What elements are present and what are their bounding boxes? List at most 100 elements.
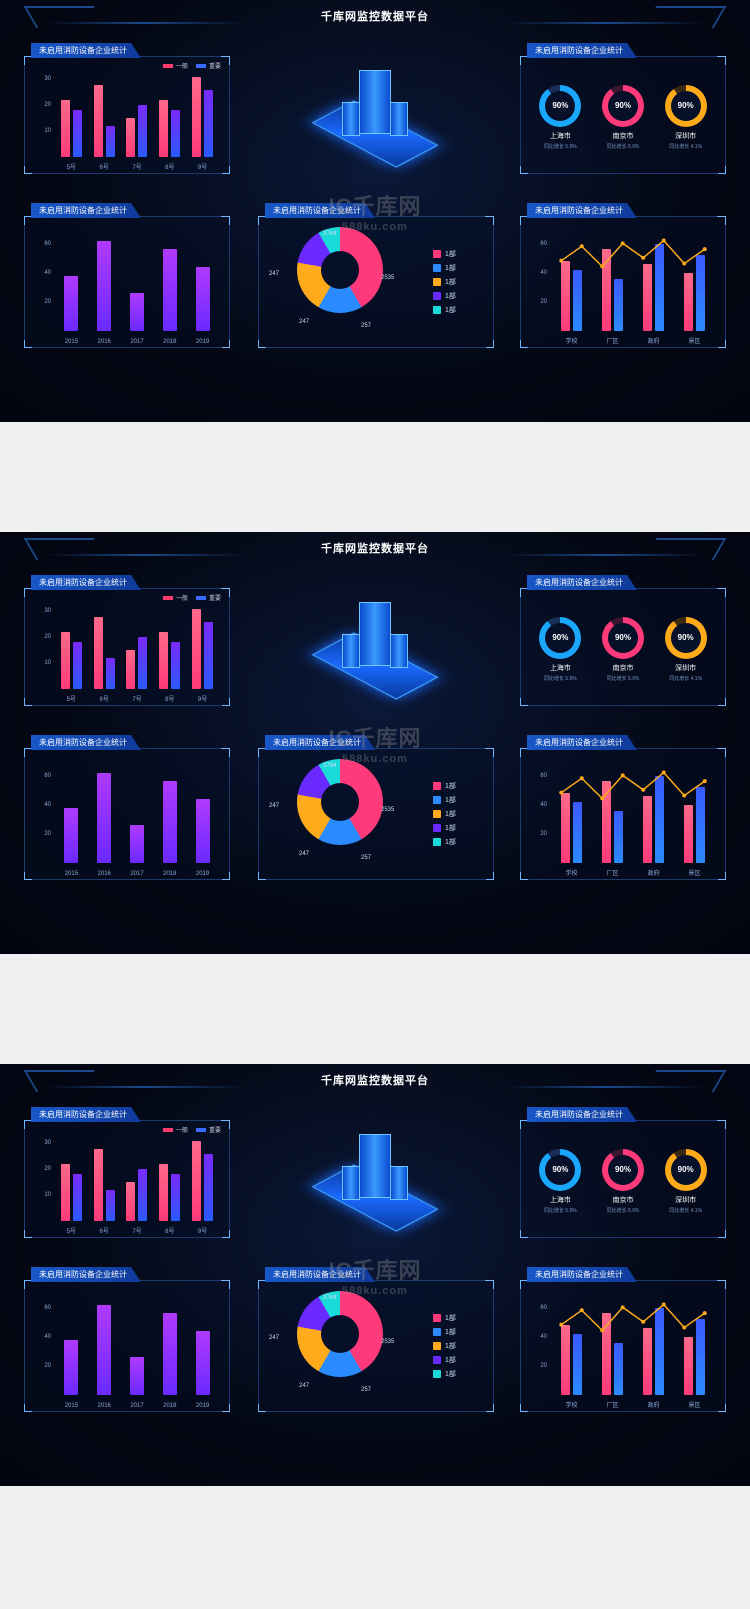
- donut-callout: 3784: [323, 231, 336, 237]
- bar: [204, 1154, 213, 1221]
- page-title: 千库网监控数据平台: [245, 540, 505, 556]
- x-label: 学校: [551, 868, 592, 877]
- y-tick: 60: [540, 773, 547, 779]
- gauge-city: 南京市: [602, 131, 644, 141]
- x-label: 景区: [674, 868, 715, 877]
- bar: [97, 773, 111, 863]
- y-tick: 40: [540, 802, 547, 808]
- legend-label: 1部: [445, 263, 456, 273]
- bar: [614, 811, 623, 863]
- y-tick: 20: [44, 634, 51, 640]
- gauge-pct: 90%: [608, 623, 638, 653]
- panel-title: 未启用消防设备企业统计: [31, 43, 141, 58]
- gauge-city: 深圳市: [665, 663, 707, 673]
- legend-label: 1部: [445, 1327, 456, 1337]
- gauge-pct: 90%: [671, 91, 701, 121]
- x-label: 学校: [551, 336, 592, 345]
- gauge-city: 南京市: [602, 663, 644, 673]
- center-3d-illustration: [300, 1108, 450, 1238]
- x-label: 厂区: [592, 1400, 633, 1409]
- gauge-sub: 同比增长 5.9%: [539, 143, 581, 150]
- bar: [126, 118, 135, 157]
- center-3d-illustration: [300, 44, 450, 174]
- bar: [138, 637, 147, 689]
- bar: [684, 273, 693, 331]
- y-tick: 20: [540, 299, 547, 305]
- panel-title: 未启用消防设备企业统计: [527, 203, 637, 218]
- gauge: 90% 深圳市 同比增长 4.1%: [665, 1149, 707, 1214]
- combo-bars: [551, 761, 715, 863]
- x-label: 2017: [121, 1403, 154, 1409]
- donut-chart: [297, 227, 383, 313]
- panel: 未启用消防设备企业统计378424724725352571部1部1部1部1部: [258, 216, 494, 348]
- panel-title: 未启用消防设备企业统计: [265, 203, 375, 218]
- x-label: 2016: [88, 871, 121, 877]
- bar: [696, 787, 705, 863]
- bar: [73, 110, 82, 157]
- gauge: 90% 南京市 同比增长 6.9%: [602, 617, 644, 682]
- bar: [573, 1334, 582, 1395]
- donut-callout: 247: [299, 319, 309, 325]
- gauge-city: 南京市: [602, 1195, 644, 1205]
- panel-title: 未启用消防设备企业统计: [31, 575, 141, 590]
- gauge: 90% 南京市 同比增长 6.9%: [602, 85, 644, 150]
- gauge-pct: 90%: [608, 1155, 638, 1185]
- page-title: 千库网监控数据平台: [245, 8, 505, 24]
- bar: [130, 293, 144, 331]
- gauge: 90% 南京市 同比增长 6.9%: [602, 1149, 644, 1214]
- bar: [97, 1305, 111, 1395]
- legend-label: 1部: [445, 1369, 456, 1379]
- y-tick: 30: [44, 76, 51, 82]
- gauge-sub: 同比增长 5.9%: [539, 675, 581, 682]
- legend-label: 1部: [445, 809, 456, 819]
- x-label: 2017: [121, 339, 154, 345]
- grouped-bars: [55, 69, 219, 157]
- y-tick: 10: [44, 128, 51, 134]
- bar: [655, 776, 664, 863]
- x-label: 5号: [55, 162, 88, 171]
- x-label: 7号: [121, 694, 154, 703]
- y-tick: 10: [44, 1192, 51, 1198]
- panel: 未启用消防设备企业统计204060 学校厂区政府景区: [520, 216, 726, 348]
- donut-callout: 257: [361, 323, 371, 329]
- bar: [61, 1164, 70, 1221]
- bar: [138, 105, 147, 157]
- x-label: 2015: [55, 871, 88, 877]
- donut-callout: 3784: [323, 1295, 336, 1301]
- legend-label: 1部: [445, 305, 456, 315]
- bar: [64, 1340, 78, 1395]
- x-label: 政府: [633, 868, 674, 877]
- bar: [602, 249, 611, 331]
- gauge: 90% 深圳市 同比增长 4.1%: [665, 617, 707, 682]
- bar: [196, 267, 210, 331]
- bar: [106, 126, 115, 157]
- gauge-pct: 90%: [545, 1155, 575, 1185]
- gauge-sub: 同比增长 4.1%: [665, 675, 707, 682]
- panel-title: 未启用消防设备企业统计: [31, 1107, 141, 1122]
- grouped-bars: [55, 1133, 219, 1221]
- y-tick: 40: [540, 270, 547, 276]
- bar: [573, 802, 582, 863]
- year-bars: [55, 229, 219, 331]
- bar: [192, 609, 201, 689]
- legend-label: 1部: [445, 823, 456, 833]
- x-label: 5号: [55, 694, 88, 703]
- panel-title: 未启用消防设备企业统计: [527, 735, 637, 750]
- bar: [196, 1331, 210, 1395]
- x-label: 6号: [88, 694, 121, 703]
- legend-label: 1部: [445, 1313, 456, 1323]
- donut-callout: 247: [269, 1335, 279, 1341]
- gauge: 90% 上海市 同比增长 5.9%: [539, 1149, 581, 1214]
- panel-title: 未启用消防设备企业统计: [31, 735, 141, 750]
- gauge-city: 深圳市: [665, 1195, 707, 1205]
- y-tick: 20: [44, 1166, 51, 1172]
- bar: [159, 100, 168, 157]
- panel: 未启用消防设备企业统计 90% 上海市 同比增长 5.9% 90% 南京市 同比…: [520, 56, 726, 174]
- bar: [643, 1328, 652, 1395]
- year-bars: [55, 761, 219, 863]
- y-tick: 20: [540, 831, 547, 837]
- y-tick: 20: [44, 299, 51, 305]
- gauge-sub: 同比增长 6.9%: [602, 143, 644, 150]
- x-label: 2018: [153, 871, 186, 877]
- donut-callout: 247: [269, 803, 279, 809]
